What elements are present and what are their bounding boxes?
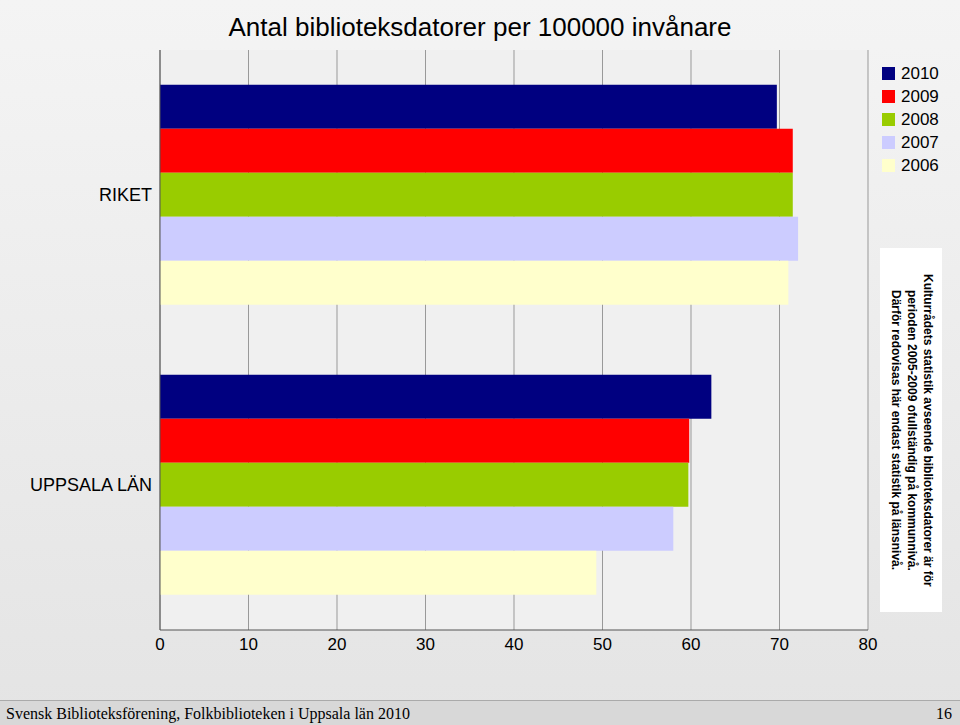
svg-text:80: 80 bbox=[859, 635, 878, 654]
html-text:Kulturrådets statistik avseend: Kulturrådets statistik avseende bibliote… bbox=[921, 273, 935, 587]
html-text:2007: 2007 bbox=[901, 132, 939, 152]
svg-text:RIKET: RIKET bbox=[99, 185, 152, 205]
html-text:2010: 2010 bbox=[901, 63, 939, 83]
svg-text:40: 40 bbox=[505, 635, 524, 654]
html-text:2006: 2006 bbox=[901, 155, 939, 175]
html-text:Svensk Biblioteksförening, Fol: Svensk Biblioteksförening, Folkbibliotek… bbox=[6, 705, 410, 722]
svg-text:0: 0 bbox=[155, 635, 164, 654]
html-text:2008: 2008 bbox=[901, 109, 939, 129]
svg-text:60: 60 bbox=[682, 635, 701, 654]
html-text:2009: 2009 bbox=[901, 86, 939, 106]
html-text:16: 16 bbox=[936, 705, 952, 722]
svg-text:20: 20 bbox=[328, 635, 347, 654]
html-text:Antal biblioteksdatorer per 10: Antal biblioteksdatorer per 100000 invån… bbox=[228, 12, 732, 42]
svg-text:70: 70 bbox=[770, 635, 789, 654]
svg-text:UPPSALA LÄN: UPPSALA LÄN bbox=[30, 475, 152, 495]
svg-text:50: 50 bbox=[593, 635, 612, 654]
html-text:perioden 2005-2009 ofullständi: perioden 2005-2009 ofullständig på kommu… bbox=[905, 289, 919, 571]
svg-text:10: 10 bbox=[239, 635, 258, 654]
svg-text:30: 30 bbox=[416, 635, 435, 654]
html-text:Därför redovisas här endast st: Därför redovisas här endast statistik på… bbox=[889, 289, 903, 570]
